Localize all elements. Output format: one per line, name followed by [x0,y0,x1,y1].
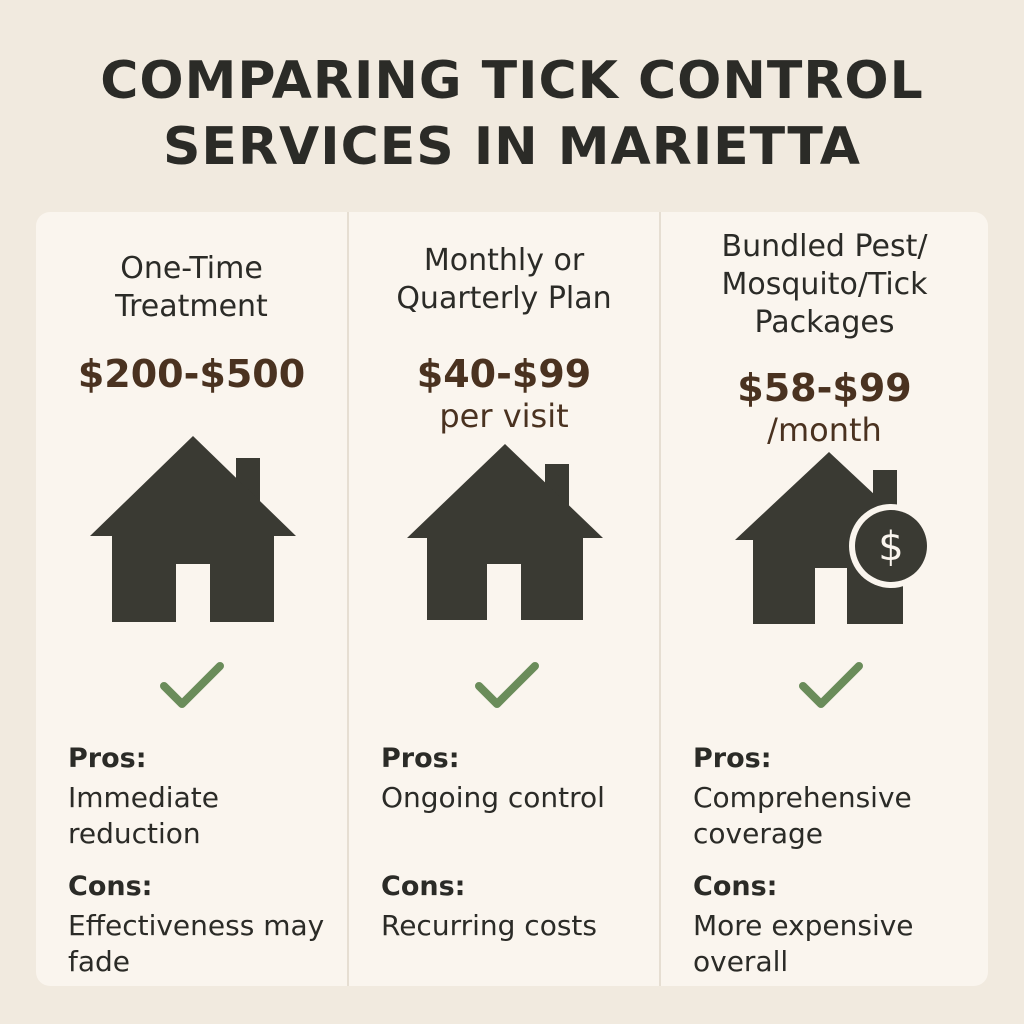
plan-price-unit: /month [767,411,882,449]
title-line-1: COMPARING TICK CONTROL [100,51,924,111]
checkmark-icon [160,662,224,708]
plan-name: Monthly or Quarterly Plan [396,243,612,316]
checkmark-icon [799,662,863,708]
cons-label: Cons: [68,871,153,902]
plan-price: $40-$99 [416,352,592,396]
plan-price: $200-$500 [77,352,306,396]
plan-column-one-time: One-Time Treatment $200-$500 Pros: Immed… [36,212,347,986]
checkmark-icon [475,662,539,708]
cons-text: Effectiveness may fade [68,909,325,978]
pros-text: Comprehensive coverage [693,781,912,850]
plan-column-bundled: Bundled Pest/ Mosquito/Tick Packages $58… [659,212,988,986]
pros-label: Pros: [68,743,147,774]
svg-text:$: $ [878,524,903,570]
plan-price-unit: per visit [439,397,569,435]
pros-text: Ongoing control [381,781,605,814]
plan-price: $58-$99 [737,366,912,410]
title-line-2: SERVICES IN MARIETTA [162,117,862,177]
house-dollar-icon: $ [735,452,933,624]
plan-column-monthly: Monthly or Quarterly Plan $40-$99 per vi… [347,212,659,986]
pros-label: Pros: [693,743,772,774]
comparison-card: One-Time Treatment $200-$500 Pros: Immed… [36,212,988,986]
cons-label: Cons: [693,871,778,902]
pros-label: Pros: [381,743,460,774]
cons-text: Recurring costs [381,909,597,942]
page-title: COMPARING TICK CONTROL SERVICES IN MARIE… [0,48,1024,180]
house-icon [90,436,296,622]
house-icon [407,444,603,620]
plan-name: One-Time Treatment [115,251,268,324]
plan-name: Bundled Pest/ Mosquito/Tick Packages [721,229,928,340]
cons-label: Cons: [381,871,466,902]
pros-text: Immediate reduction [68,781,219,850]
cons-text: More expensive overall [693,909,914,978]
